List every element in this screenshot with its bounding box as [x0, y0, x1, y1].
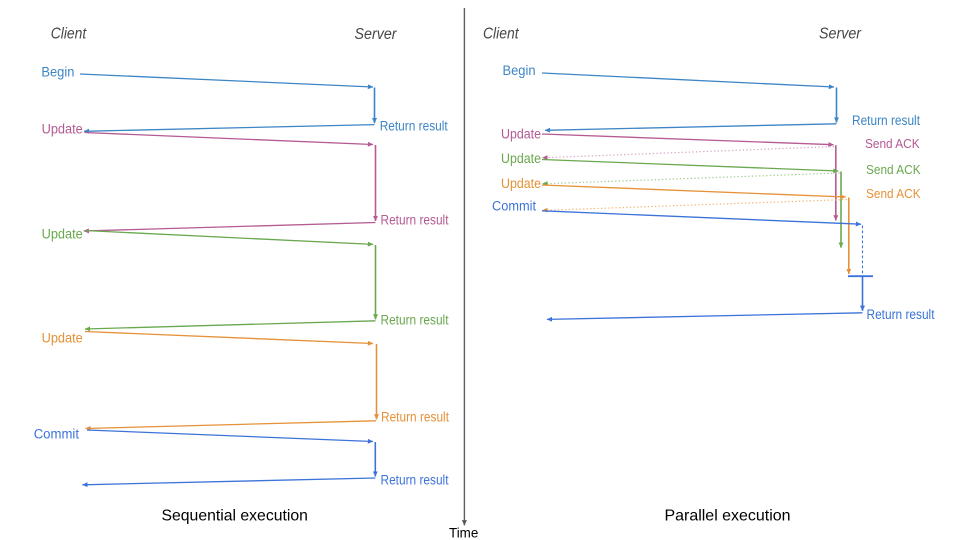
svg-text:Begin: Begin: [41, 65, 74, 80]
svg-text:Update: Update: [42, 122, 83, 137]
svg-text:Server: Server: [819, 26, 862, 43]
svg-text:Update: Update: [42, 331, 83, 346]
svg-text:Send ACK: Send ACK: [865, 136, 920, 151]
svg-text:Send ACK: Send ACK: [866, 186, 921, 201]
svg-text:Update: Update: [42, 227, 83, 242]
svg-text:Return result: Return result: [380, 118, 448, 133]
svg-text:Update: Update: [501, 127, 541, 142]
svg-text:Parallel execution: Parallel execution: [665, 508, 791, 525]
svg-text:Return result: Return result: [381, 213, 449, 228]
svg-text:Send ACK: Send ACK: [866, 162, 921, 177]
svg-text:Begin: Begin: [503, 63, 536, 78]
svg-text:Return result: Return result: [852, 113, 920, 128]
svg-text:Sequential execution: Sequential execution: [162, 508, 308, 525]
svg-text:Commit: Commit: [34, 426, 80, 441]
svg-text:Server: Server: [355, 26, 398, 43]
svg-text:Return result: Return result: [381, 410, 449, 425]
svg-text:Update: Update: [501, 176, 541, 191]
svg-text:Return result: Return result: [381, 313, 449, 328]
svg-text:Update: Update: [501, 151, 541, 166]
svg-text:Return result: Return result: [381, 472, 449, 487]
svg-text:Return result: Return result: [867, 307, 935, 322]
svg-text:Commit: Commit: [492, 198, 536, 213]
svg-text:Client: Client: [51, 26, 87, 43]
svg-text:Client: Client: [483, 26, 519, 43]
svg-text:Time: Time: [449, 525, 479, 540]
